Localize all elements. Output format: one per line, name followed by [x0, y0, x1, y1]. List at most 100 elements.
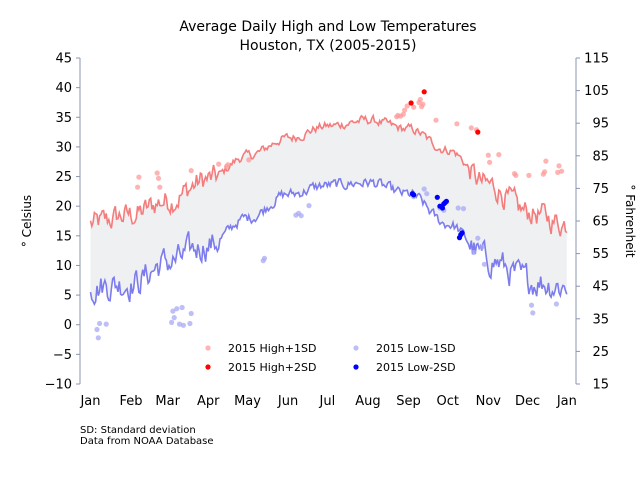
- low-1sd-point: [179, 304, 185, 311]
- chart-title: Average Daily High and Low Temperatures: [179, 19, 476, 35]
- high-1sd-point: [411, 104, 417, 110]
- high-1sd-series: [135, 96, 565, 190]
- x-tick-label: Nov: [476, 394, 502, 409]
- high-1sd-point: [542, 169, 548, 175]
- average-low-line: [89, 177, 568, 307]
- legend-entry: 2015 Low-1SD: [353, 342, 456, 355]
- average-lines-layer: [89, 113, 568, 307]
- left-y-tick-label: 5: [64, 289, 72, 304]
- low-1sd-point: [421, 186, 427, 192]
- legend-label: 2015 Low-1SD: [376, 342, 456, 355]
- high-1sd-point: [487, 159, 493, 165]
- high-1sd-point: [468, 125, 474, 131]
- high-1sd-point: [513, 172, 519, 178]
- high-1sd-point: [157, 184, 163, 190]
- low-1sd-point: [103, 321, 109, 327]
- high-1sd-point: [404, 103, 410, 109]
- high-1sd-point: [188, 168, 194, 174]
- low-1sd-point: [97, 320, 103, 327]
- y-axis-label-right: ° Fahrenheit: [623, 184, 637, 258]
- high-1sd-point: [496, 152, 502, 158]
- x-tick-label: Sep: [396, 394, 421, 409]
- low-1sd-point: [481, 261, 487, 267]
- low-1sd-point: [170, 308, 176, 314]
- high-1sd-point: [400, 111, 406, 117]
- high-1sd-point: [417, 96, 423, 103]
- high-2sd-point: [475, 129, 481, 135]
- legend-marker: [353, 364, 359, 370]
- x-tick-label: Apr: [197, 394, 220, 409]
- left-y-tick-label: 10: [55, 259, 72, 274]
- left-y-tick-label: 45: [55, 52, 72, 67]
- high-1sd-point: [154, 170, 160, 176]
- right-y-tick-label: 55: [592, 247, 609, 262]
- low-1sd-point: [455, 205, 461, 211]
- low-1sd-point: [424, 191, 430, 197]
- right-y-tick-label: 115: [584, 52, 609, 67]
- x-tick-label: Jul: [319, 394, 336, 409]
- low-1sd-point: [460, 206, 467, 212]
- legend-label: 2015 Low-2SD: [376, 361, 456, 374]
- low-1sd-point: [298, 213, 304, 219]
- low-1sd-point: [176, 321, 183, 327]
- x-tick-label: Mar: [155, 394, 180, 409]
- legend-entry: 2015 High+1SD: [205, 342, 316, 355]
- low-2sd-point: [439, 205, 446, 211]
- x-tick-label: May: [234, 394, 261, 409]
- high-1sd-point: [433, 117, 439, 123]
- high-1sd-point: [155, 175, 162, 181]
- high-1sd-point: [556, 163, 562, 169]
- right-y-tick-label: 105: [584, 84, 609, 99]
- x-tick-label: Dec: [515, 394, 540, 409]
- high-1sd-point: [216, 161, 222, 167]
- legend-label: 2015 High+1SD: [228, 342, 316, 355]
- x-tick-label: Jan: [79, 394, 100, 409]
- x-tick-label: Oct: [437, 394, 459, 409]
- legend-marker: [205, 364, 211, 370]
- x-tick-label: Aug: [355, 394, 380, 409]
- record-points-layer: [94, 89, 565, 341]
- high-2sd-point: [408, 100, 414, 106]
- high-1sd-point: [543, 158, 549, 164]
- right-y-tick-label: 35: [592, 312, 609, 327]
- y-axis-label-left: ° Celsius: [20, 195, 34, 247]
- high-1sd-point: [485, 152, 491, 158]
- footnote-source: Data from NOAA Database: [80, 436, 214, 447]
- low-1sd-point: [306, 203, 312, 209]
- right-y-tick-label: 15: [592, 378, 609, 393]
- legend-entry: 2015 High+2SD: [205, 361, 316, 374]
- left-y-tick-label: 40: [55, 81, 72, 96]
- high-2sd-series: [408, 89, 481, 135]
- left-y-tick-label: −10: [45, 378, 72, 393]
- low-1sd-point: [553, 301, 560, 307]
- low-2sd-point: [411, 192, 417, 198]
- x-tick-label: Jan: [556, 394, 577, 409]
- high-1sd-point: [136, 174, 142, 180]
- low-2sd-point: [434, 194, 440, 200]
- low-2sd-series: [409, 191, 465, 241]
- legend-label: 2015 High+2SD: [228, 361, 316, 374]
- high-1sd-point: [402, 107, 408, 113]
- left-y-tick-label: 35: [55, 111, 72, 126]
- chart-subtitle: Houston, TX (2005-2015): [240, 38, 417, 54]
- x-tick-label: Jun: [277, 394, 298, 409]
- left-y-tick-label: 25: [55, 170, 72, 185]
- high-1sd-point: [246, 157, 252, 163]
- high-1sd-point: [526, 172, 532, 178]
- low-1sd-point: [174, 306, 180, 312]
- average-high-line: [89, 113, 568, 237]
- high-1sd-point: [559, 168, 565, 174]
- low-2sd-point: [443, 198, 449, 204]
- low-2sd-point: [459, 230, 465, 236]
- low-1sd-point: [187, 320, 193, 327]
- high-low-band-layer: [90, 115, 567, 305]
- left-y-tick-label: 15: [55, 229, 72, 244]
- high-1sd-point: [420, 101, 426, 107]
- temperature-band: [90, 115, 567, 305]
- high-1sd-point: [454, 121, 460, 127]
- right-y-tick-label: 85: [592, 149, 609, 164]
- low-1sd-point: [188, 310, 194, 317]
- legend: 2015 High+1SD 2015 Low-1SD 2015 High+2SD 20…: [205, 342, 456, 374]
- right-y-tick-label: 45: [592, 280, 609, 295]
